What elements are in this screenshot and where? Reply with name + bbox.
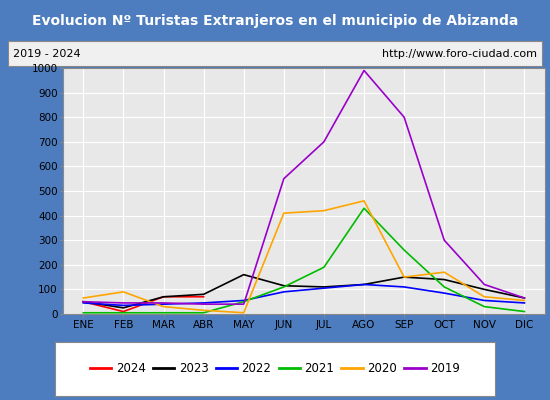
Legend: 2024, 2023, 2022, 2021, 2020, 2019: 2024, 2023, 2022, 2021, 2020, 2019: [85, 358, 465, 380]
Text: 2019 - 2024: 2019 - 2024: [13, 49, 80, 59]
Text: http://www.foro-ciudad.com: http://www.foro-ciudad.com: [382, 49, 537, 59]
Text: Evolucion Nº Turistas Extranjeros en el municipio de Abizanda: Evolucion Nº Turistas Extranjeros en el …: [32, 14, 518, 28]
